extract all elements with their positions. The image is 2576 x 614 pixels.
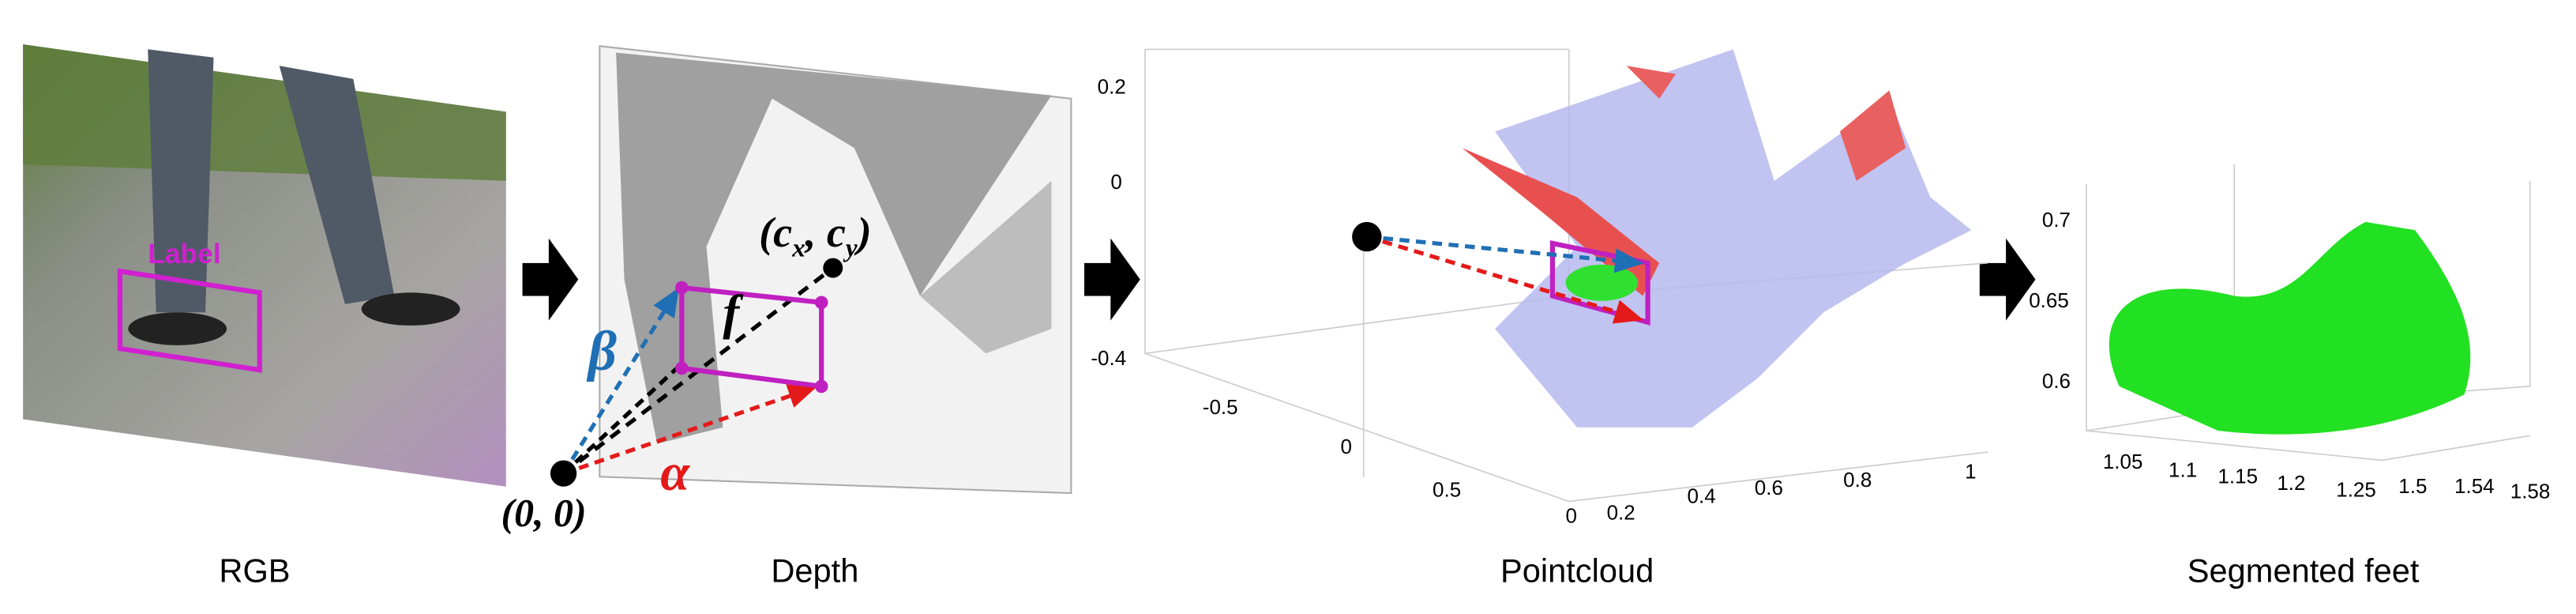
tick-label: 1.25: [2336, 477, 2376, 501]
tick-label: 1: [1965, 459, 1976, 483]
tick-label: 0.4: [1688, 484, 1716, 508]
shoe: [128, 312, 227, 345]
caption: Pointcloud: [1500, 552, 1654, 589]
part: x: [791, 234, 805, 263]
tick-label: -0.2: [1091, 264, 1126, 288]
flow-arrow: [1084, 238, 1140, 321]
beta-ray: [561, 287, 679, 475]
tick-label: -0.4: [1091, 346, 1126, 370]
origin-point: [1352, 221, 1382, 252]
bbox-corners: [675, 281, 828, 394]
tick-label: 1.54: [2454, 474, 2495, 498]
feet-cloud: [2108, 221, 2471, 435]
part: (c: [759, 209, 792, 256]
tick-label: 0.5: [1433, 477, 1461, 501]
cloud-red: [1462, 148, 1660, 296]
depth-region: [616, 52, 1052, 444]
beta-label: β: [586, 321, 617, 382]
principal-point: [823, 258, 843, 278]
caption: RGB: [219, 552, 290, 589]
ray: [561, 367, 678, 476]
origin-point: [550, 460, 577, 487]
tick-label: 0.2: [1098, 75, 1126, 99]
tick-label: 1.5: [2398, 474, 2427, 498]
tick-label: 0.7: [2042, 208, 2071, 232]
label-box: [117, 268, 262, 373]
tick-label: 0: [1110, 170, 1121, 194]
ray: [1366, 235, 1644, 324]
shoe: [361, 292, 460, 326]
cloud-red: [1626, 66, 1676, 99]
alpha-ray: [562, 384, 817, 476]
part: y: [843, 234, 858, 263]
part: , c: [804, 209, 846, 256]
caption: Segmented feet: [2187, 552, 2420, 589]
tick-label: 0.65: [2029, 288, 2069, 312]
tick-label: 0: [1341, 435, 1352, 458]
flow-arrow: [1979, 238, 2036, 321]
tick-label: 1.05: [2103, 450, 2143, 473]
grass: [23, 44, 506, 181]
flow-arrow: [522, 238, 579, 321]
tick-label: 0.8: [1843, 468, 1872, 492]
depth-region: [920, 180, 1052, 354]
origin-label: (0, 0): [501, 492, 587, 535]
tick-label: -0.5: [1203, 395, 1238, 419]
cloud-blue: [1495, 49, 1972, 428]
tick-label: 0: [1566, 504, 1577, 528]
tick-label: 1.1: [2169, 458, 2197, 481]
part: ): [854, 209, 872, 256]
tick-label: 1.15: [2217, 465, 2258, 488]
caption: Depth: [771, 552, 858, 589]
tick-label: 1.2: [2277, 471, 2305, 495]
focal-line: [562, 266, 835, 476]
alpha-label: α: [660, 444, 690, 502]
ray: [1366, 234, 1644, 273]
tick-label: 0.2: [1607, 500, 1635, 524]
tick-label: 0.6: [1755, 476, 1783, 499]
tick-label: 0.6: [2042, 369, 2071, 393]
tick-label: 1.58: [2510, 479, 2551, 503]
legs: [148, 49, 395, 313]
label-text: Label: [148, 239, 220, 269]
cloud-red: [1839, 90, 1906, 181]
cloud-green: [1565, 264, 1639, 301]
principal-point-label: (cx, cy): [759, 209, 871, 262]
